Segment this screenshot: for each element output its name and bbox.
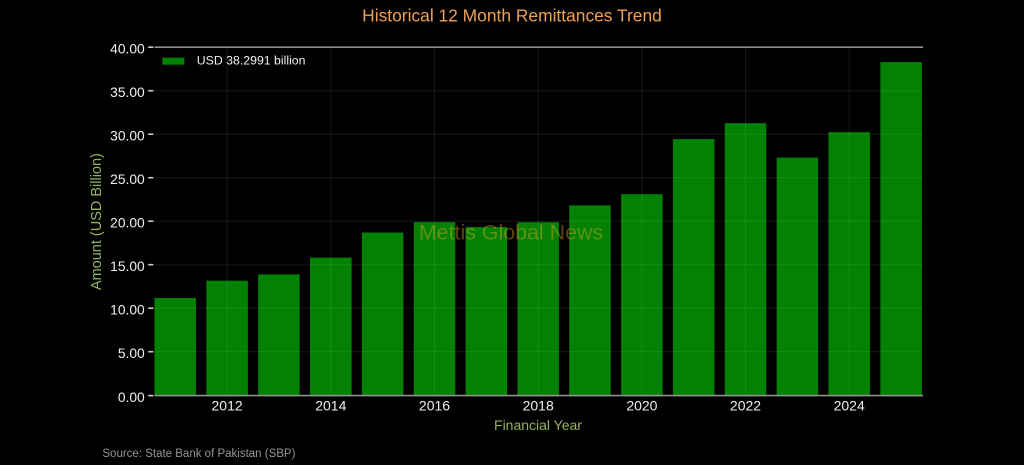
svg-text:USD 38.2991 billion: USD 38.2991 billion: [197, 54, 306, 68]
svg-text:Mettis Global News: Mettis Global News: [419, 221, 603, 245]
svg-text:10.00: 10.00: [110, 302, 145, 317]
svg-text:15.00: 15.00: [110, 259, 145, 274]
svg-text:Amount (USD Billion): Amount (USD Billion): [89, 153, 105, 290]
svg-text:40.00: 40.00: [110, 41, 145, 56]
svg-text:5.00: 5.00: [118, 346, 145, 361]
svg-text:2012: 2012: [212, 398, 243, 414]
svg-text:2020: 2020: [626, 398, 657, 414]
svg-text:2016: 2016: [419, 398, 450, 414]
svg-text:Financial Year: Financial Year: [494, 417, 582, 433]
svg-text:20.00: 20.00: [110, 215, 145, 230]
svg-text:30.00: 30.00: [110, 128, 145, 143]
svg-text:Source: State Bank of Pakistan: Source: State Bank of Pakistan (SBP): [102, 448, 295, 460]
svg-text:0.00: 0.00: [118, 390, 145, 405]
svg-text:2018: 2018: [523, 398, 554, 414]
svg-text:Historical 12 Month Remittance: Historical 12 Month Remittances Trend: [362, 5, 662, 25]
svg-text:2014: 2014: [315, 398, 346, 414]
svg-text:2024: 2024: [834, 398, 865, 414]
svg-text:25.00: 25.00: [110, 172, 145, 187]
svg-text:2022: 2022: [730, 398, 761, 414]
svg-text:35.00: 35.00: [110, 85, 145, 100]
